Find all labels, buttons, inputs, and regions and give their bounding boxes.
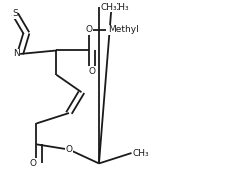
Text: Methyl: Methyl bbox=[107, 25, 138, 34]
Text: O: O bbox=[85, 25, 92, 34]
Text: CH₃: CH₃ bbox=[112, 2, 129, 12]
Text: N: N bbox=[13, 49, 20, 58]
Text: O: O bbox=[65, 145, 72, 154]
Text: O: O bbox=[30, 159, 37, 168]
Text: O: O bbox=[88, 67, 95, 76]
Text: CH₃: CH₃ bbox=[132, 149, 149, 158]
Text: CH₃: CH₃ bbox=[100, 2, 116, 12]
Text: S: S bbox=[12, 9, 18, 18]
